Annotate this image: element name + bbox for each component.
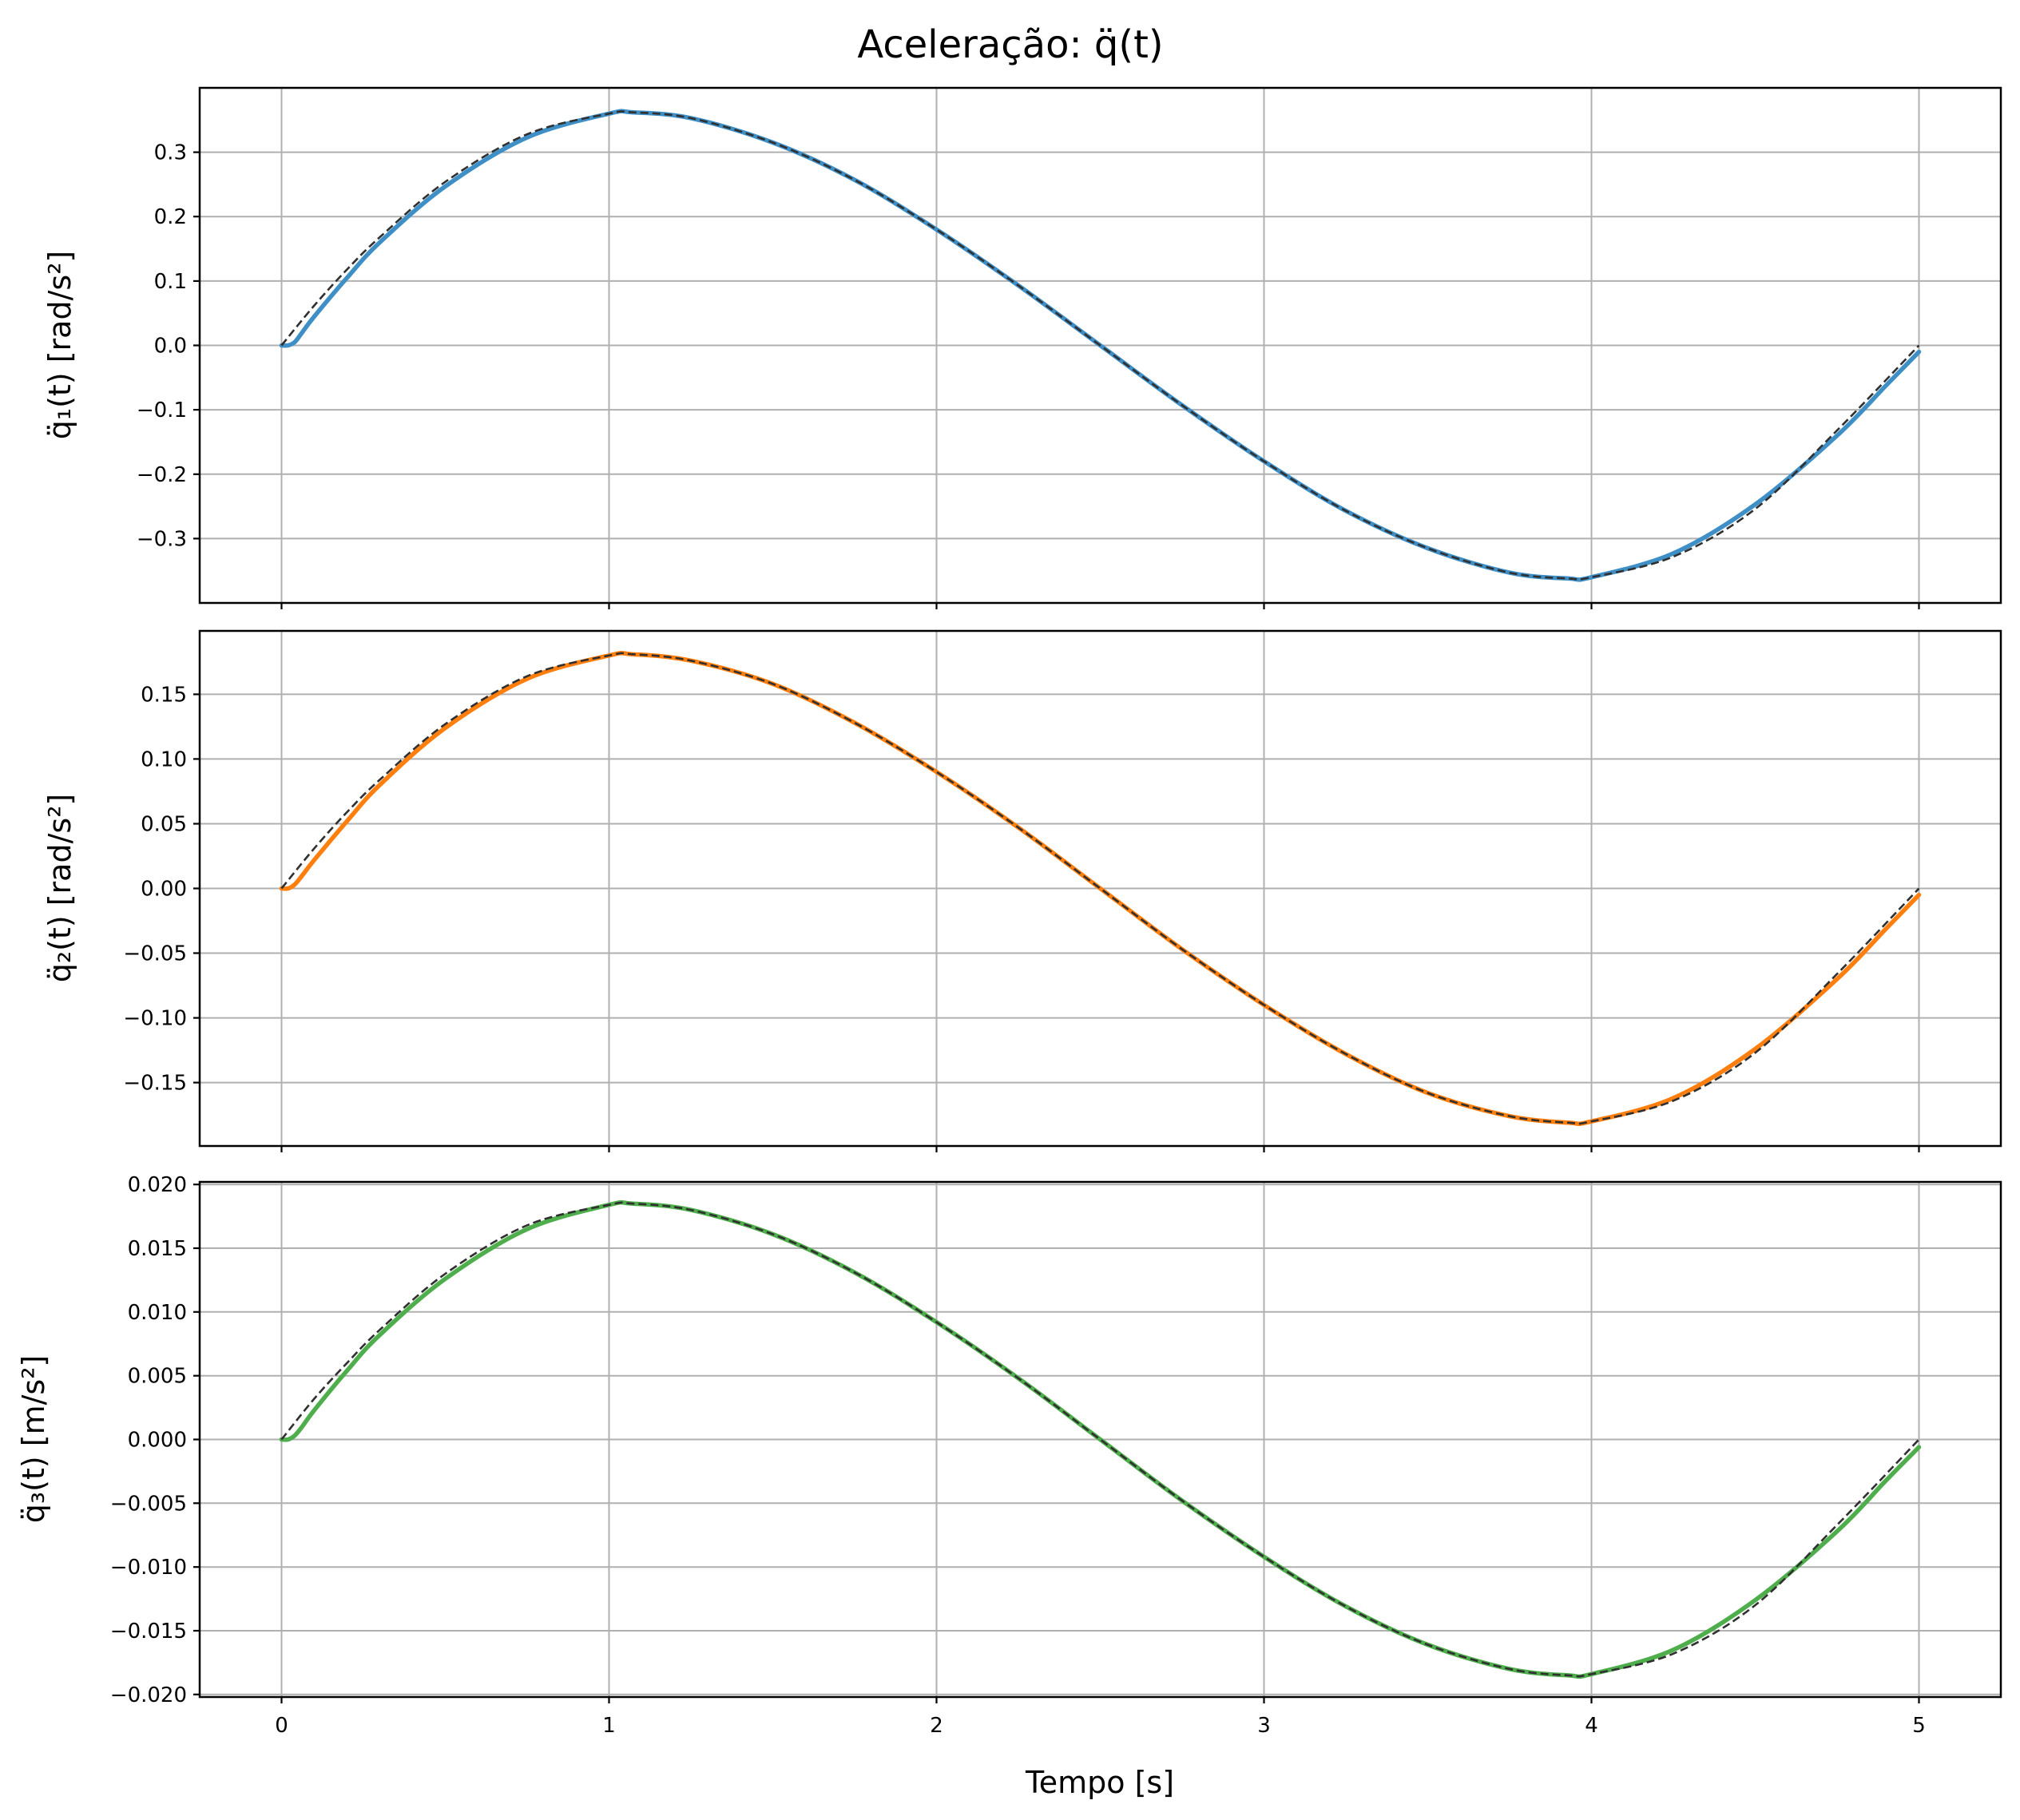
subplot-q1: q̈₁(t) [rad/s²] 0.3 0.2 0.1 0.0 −0.1 −0.2 −0.3 (42, 86, 2002, 609)
ytick-label-q2-2: 0.05 (141, 813, 187, 837)
ylabel-q1: q̈₁(t) [rad/s²] (42, 251, 77, 440)
ytick-label-q3-6: −0.010 (110, 1556, 187, 1580)
ytick-label-q2-5: −0.10 (123, 1007, 187, 1031)
ytick-label-q3-8: −0.020 (110, 1683, 187, 1707)
ytick-label-q3-5: −0.005 (110, 1492, 187, 1516)
ytick-label-q2-0: 0.15 (141, 683, 187, 707)
ytick-label-q3-4: 0.000 (128, 1429, 187, 1453)
ytick-label-q3-1: 0.015 (128, 1237, 187, 1261)
ylabel-q3: q̈₃(t) [m/s²] (16, 1355, 51, 1523)
ytick-label-q1-1: 0.2 (154, 205, 187, 229)
xtick-label-q3-3: 3 (1257, 1714, 1271, 1738)
ytick-label-q2-1: 0.10 (141, 747, 187, 771)
ytick-label-q3-2: 0.010 (128, 1301, 187, 1325)
ytick-label-q3-3: 0.005 (128, 1365, 187, 1389)
xtick-label-q3-1: 1 (602, 1714, 616, 1738)
series-line-reference-q2 (280, 652, 1920, 1125)
subplot-q2: q̈₂(t) [rad/s²] 0.15 0.10 0.05 0.00 −0.05 −0.… (42, 629, 2002, 1152)
xtick-label-q3-4: 4 (1585, 1714, 1598, 1738)
figure-title: Aceleração: q̈(t) (857, 22, 1163, 67)
series-line-reference-q1 (280, 110, 1920, 581)
subplot-q3: q̈₃(t) [m/s²] Tempo [s] 0.020 0.015 0.010 0… (16, 1173, 2002, 1800)
series-line-actual-q1 (279, 109, 1922, 582)
ytick-label-q1-3: 0.0 (154, 335, 187, 359)
ylabel-q2: q̈₂(t) [rad/s²] (42, 794, 77, 983)
ytick-label-q1-2: 0.1 (154, 270, 187, 294)
series-line-actual-q2 (279, 650, 1922, 1127)
ytick-label-q1-4: −0.1 (137, 398, 187, 422)
ytick-label-q1-6: −0.3 (137, 527, 187, 551)
ytick-label-q2-3: 0.00 (141, 878, 187, 902)
ytick-label-q2-6: −0.15 (123, 1072, 187, 1096)
xtick-label-q3-0: 0 (275, 1714, 288, 1738)
ytick-label-q3-7: −0.015 (110, 1620, 187, 1644)
xlabel: Tempo [s] (1025, 1765, 1174, 1800)
ytick-label-q1-5: −0.2 (137, 463, 187, 487)
series-line-reference-q3 (280, 1201, 1920, 1678)
ytick-label-q1-0: 0.3 (154, 141, 187, 165)
xtick-label-q3-5: 5 (1912, 1714, 1926, 1738)
ytick-label-q2-4: −0.05 (123, 942, 187, 966)
xtick-label-q3-2: 2 (930, 1714, 943, 1738)
ytick-label-q3-0: 0.020 (128, 1173, 187, 1197)
